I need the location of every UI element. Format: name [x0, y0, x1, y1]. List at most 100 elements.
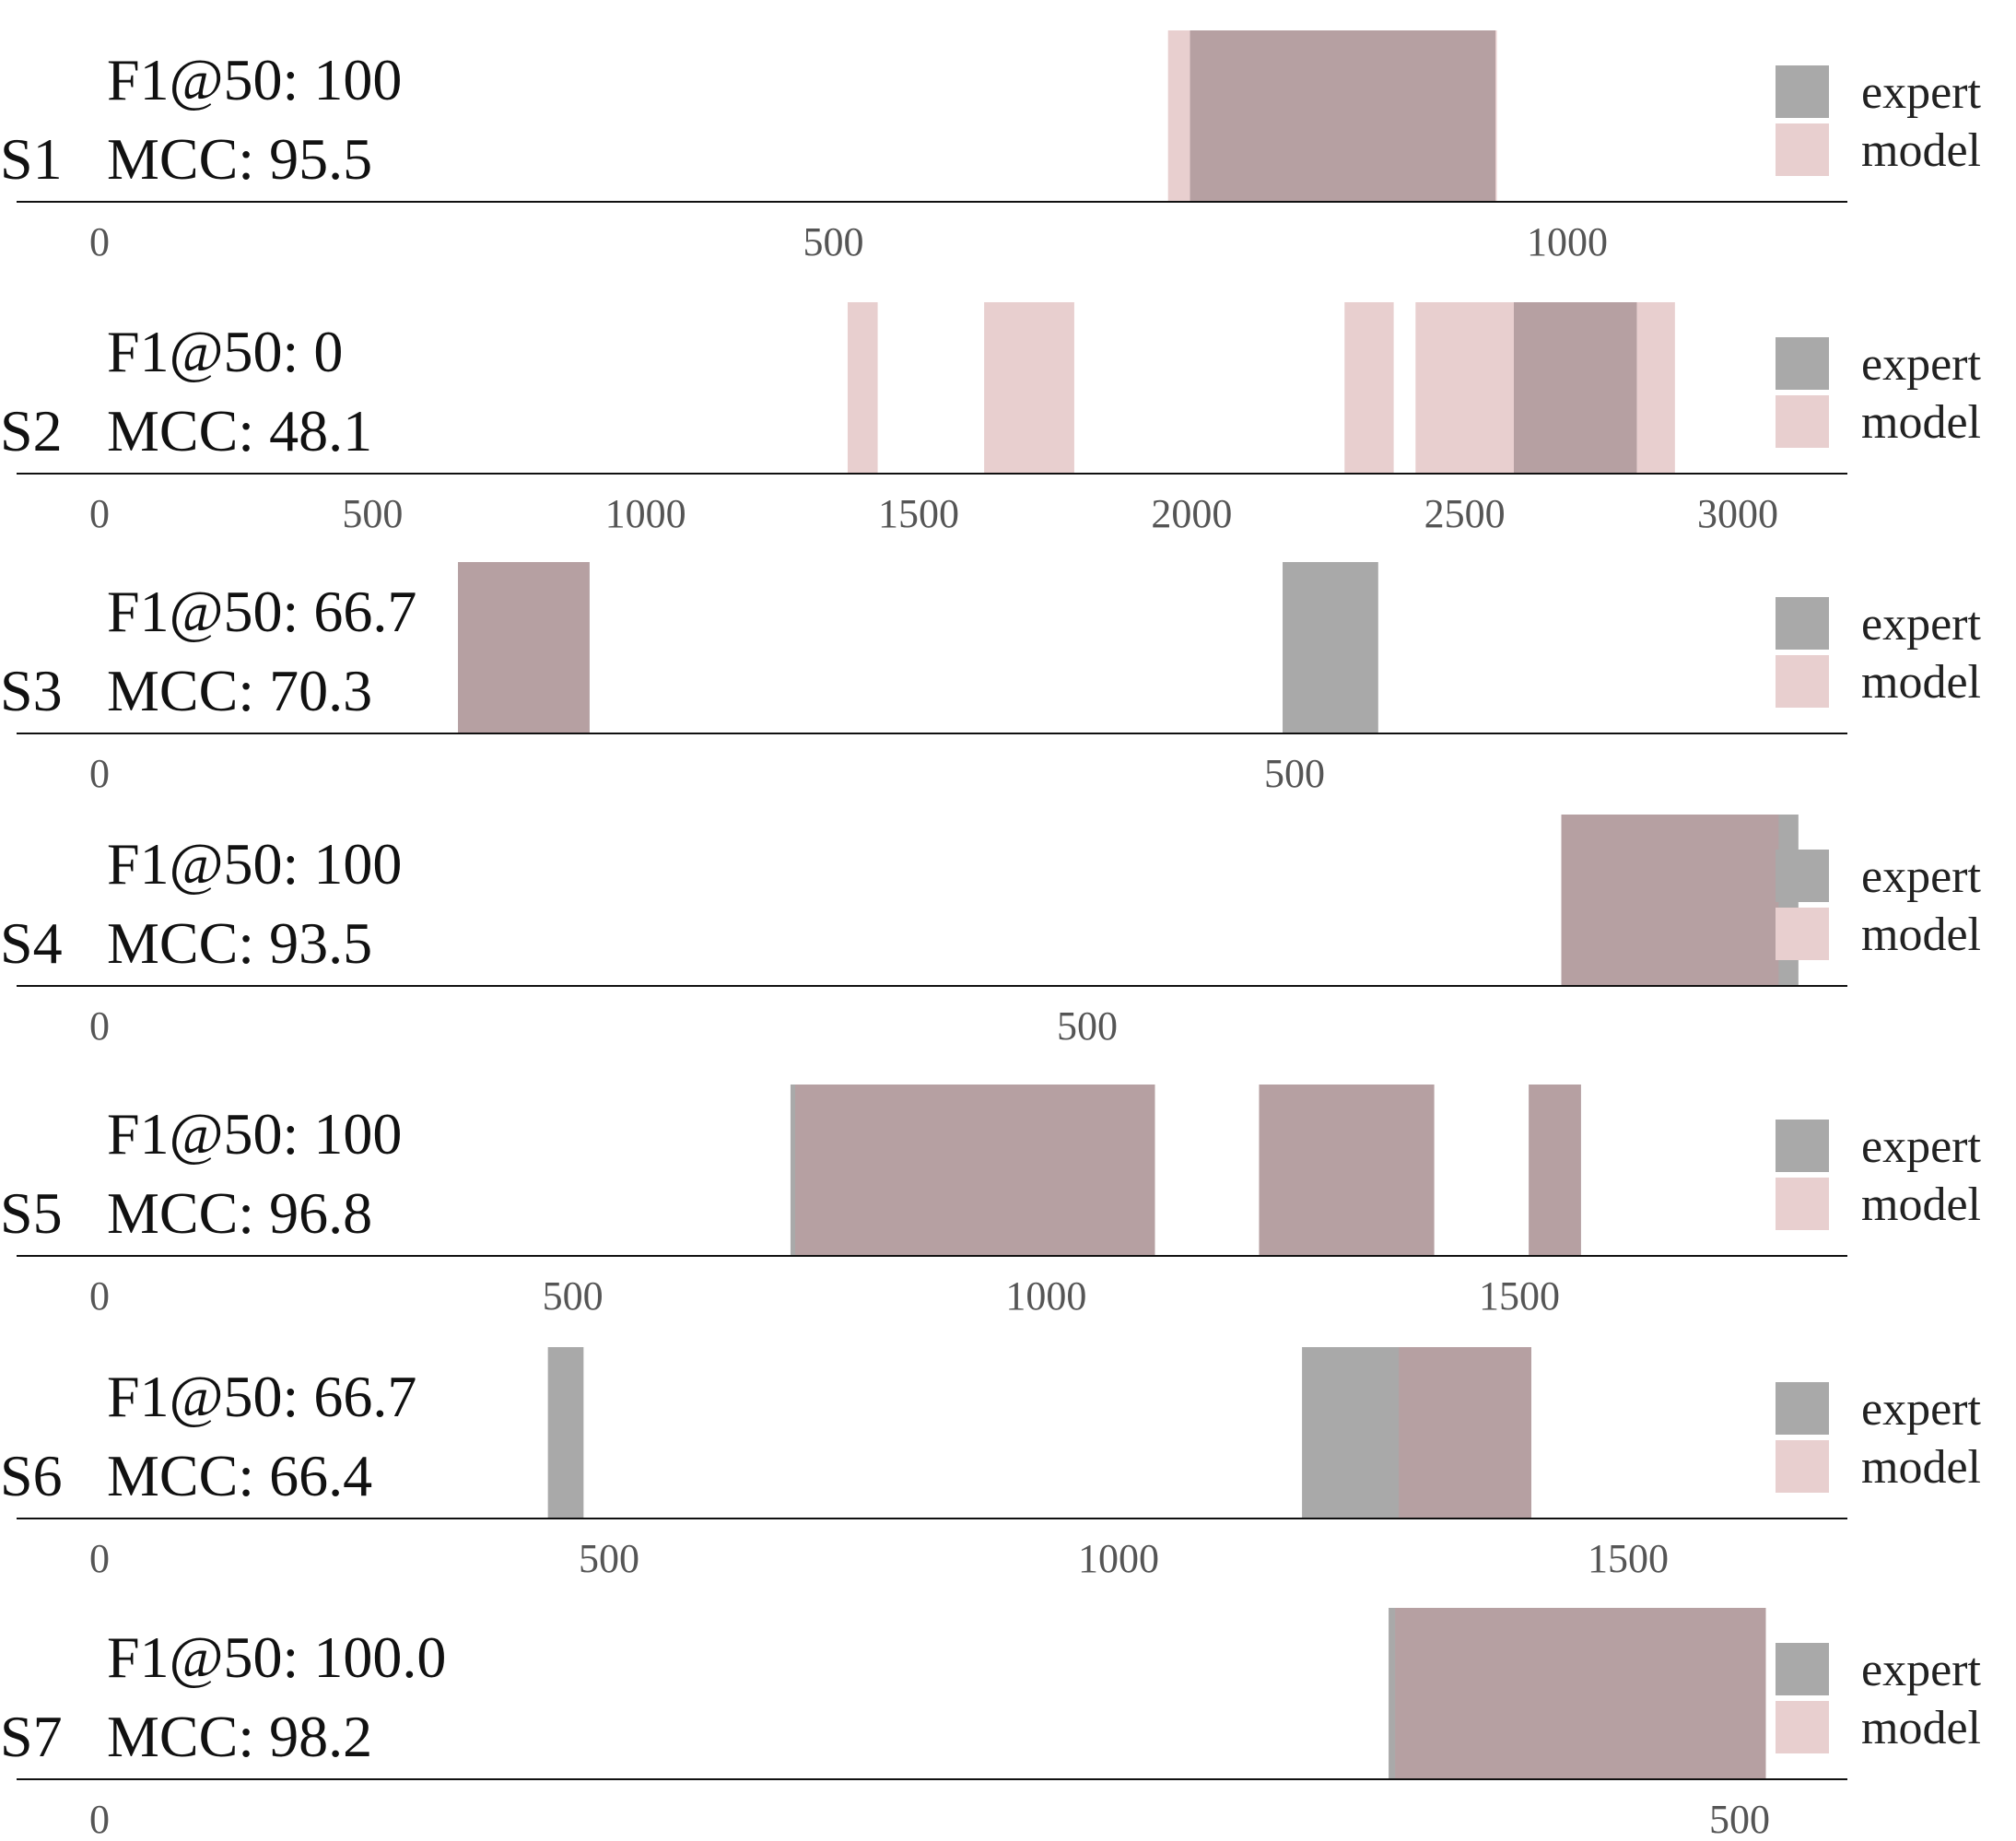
legend-label-expert: expert	[1861, 66, 1981, 119]
tick-label: 0	[89, 219, 110, 264]
tick-label: 2500	[1424, 491, 1506, 536]
row-label: S5	[0, 1180, 63, 1246]
tick-label: 1000	[1078, 1536, 1159, 1581]
legend-label-model: model	[1861, 1178, 1981, 1231]
tick-label: 3000	[1697, 491, 1778, 536]
f1-score: F1@50: 0	[107, 319, 343, 384]
legend-label-expert: expert	[1861, 598, 1981, 651]
tick-label: 1500	[1479, 1273, 1560, 1319]
tick-label: 0	[89, 1536, 110, 1581]
legend-label-model: model	[1861, 656, 1981, 709]
row-label: S1	[0, 126, 63, 192]
legend-swatch-expert	[1776, 850, 1829, 902]
tick-label: 500	[1709, 1797, 1770, 1836]
legend-swatch-expert	[1776, 1120, 1829, 1172]
row-label: S6	[0, 1443, 63, 1508]
row-label: S7	[0, 1704, 63, 1769]
tick-label: 0	[89, 1003, 110, 1049]
f1-score: F1@50: 100.0	[107, 1624, 446, 1690]
legend-label-expert: expert	[1861, 850, 1981, 903]
legend-swatch-model	[1776, 908, 1829, 960]
overlap-segment	[1529, 1085, 1581, 1256]
tick-label: 0	[89, 491, 110, 536]
f1-score: F1@50: 100	[107, 1101, 402, 1167]
mcc-score: MCC: 96.8	[107, 1180, 372, 1246]
panel-s7: 0 500 S7 F1@50: 100.0 MCC: 98.2 expert model	[0, 1608, 1981, 1841]
mcc-score: MCC: 98.2	[107, 1704, 372, 1769]
mcc-score: MCC: 66.4	[107, 1443, 372, 1508]
tick-label: 2000	[1151, 491, 1232, 536]
legend-label-model: model	[1861, 909, 1981, 961]
overlap-segment	[1561, 815, 1779, 986]
overlap-segment	[1514, 302, 1637, 474]
row-label: S2	[0, 398, 63, 463]
tick-label: 500	[579, 1536, 639, 1581]
legend-label-model: model	[1861, 396, 1981, 449]
row-label: S3	[0, 658, 63, 723]
legend-label-expert: expert	[1861, 1383, 1981, 1436]
tick-label: 500	[543, 1273, 604, 1319]
panel-s2: 0 500 1000 1500 2000 2500 3000 S2 F1@50: 0 MCC: 4…	[0, 302, 1981, 536]
tick-label: 500	[1057, 1003, 1118, 1049]
mcc-score: MCC: 70.3	[107, 658, 372, 723]
legend-label-model: model	[1861, 1441, 1981, 1494]
legend-swatch-model	[1776, 123, 1829, 176]
legend-swatch-model	[1776, 1440, 1829, 1493]
tick-label: 0	[89, 1273, 110, 1319]
f1-score: F1@50: 100	[107, 831, 402, 897]
model-segment	[984, 302, 1074, 474]
legend-swatch-expert	[1776, 1382, 1829, 1435]
legend-swatch-expert	[1776, 337, 1829, 390]
mcc-score: MCC: 93.5	[107, 910, 372, 976]
tick-label: 500	[803, 219, 864, 264]
f1-score: F1@50: 66.7	[107, 1364, 416, 1429]
overlap-segment	[1399, 1347, 1531, 1519]
mcc-score: MCC: 95.5	[107, 126, 372, 192]
panel-s6: 0 500 1000 1500 S6 F1@50: 66.7 MCC: 66.4 expert…	[0, 1347, 1981, 1581]
expert-segment	[547, 1347, 584, 1519]
model-segment	[1344, 302, 1394, 474]
overlap-segment	[458, 562, 590, 733]
tick-label: 1500	[1588, 1536, 1669, 1581]
overlap-segment	[1395, 1608, 1766, 1779]
row-label: S4	[0, 910, 63, 976]
legend-swatch-model	[1776, 1701, 1829, 1753]
legend-swatch-expert	[1776, 597, 1829, 650]
legend-swatch-expert	[1776, 65, 1829, 118]
model-segment	[847, 302, 878, 474]
legend-label-expert: expert	[1861, 1120, 1981, 1173]
tick-label: 0	[89, 1797, 110, 1836]
expert-segment	[1283, 562, 1378, 733]
legend-swatch-model	[1776, 395, 1829, 448]
panel-s5: 0 500 1000 1500 S5 F1@50: 100 MCC: 96.8 expertm…	[0, 1085, 1981, 1319]
legend-label-expert: expert	[1861, 1644, 1981, 1696]
tick-label: 1000	[605, 491, 686, 536]
tick-label: 1000	[1005, 1273, 1086, 1319]
legend-label-model: model	[1861, 1702, 1981, 1754]
f1-score: F1@50: 66.7	[107, 579, 416, 644]
legend-label-model: model	[1861, 124, 1981, 177]
legend-swatch-expert	[1776, 1643, 1829, 1695]
tick-label: 500	[342, 491, 403, 536]
legend-swatch-model	[1776, 655, 1829, 708]
tick-label: 0	[89, 751, 110, 796]
overlap-segment	[795, 1085, 1155, 1256]
legend-swatch-model	[1776, 1178, 1829, 1230]
legend-label-expert: expert	[1861, 338, 1981, 391]
legend: expert model	[1776, 1643, 1981, 1754]
panel-s4: 0 500 S4 F1@50: 100 MCC: 93.5 expert model	[0, 815, 1981, 1049]
mcc-score: MCC: 48.1	[107, 398, 372, 463]
tick-label: 1500	[878, 491, 959, 536]
overlap-segment	[1259, 1085, 1435, 1256]
overlap-segment	[1190, 30, 1495, 202]
tick-label: 1000	[1527, 219, 1608, 264]
